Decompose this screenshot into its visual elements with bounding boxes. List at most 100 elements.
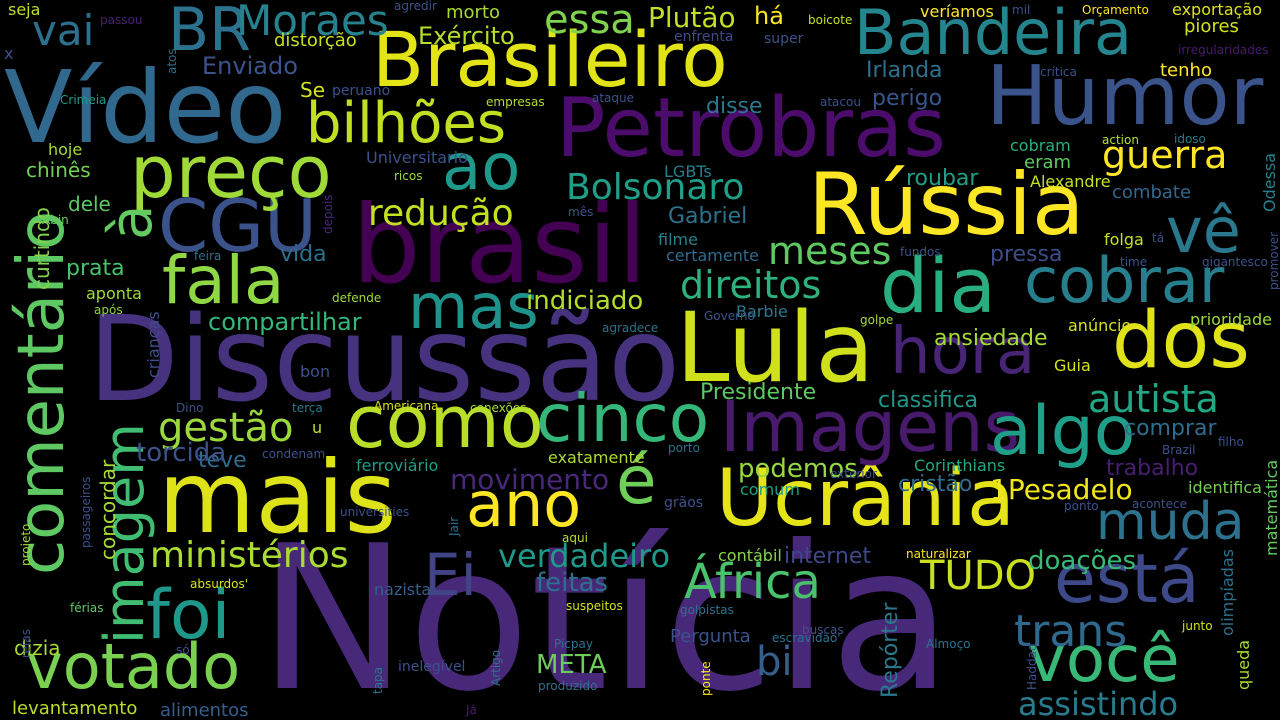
word-ferias: férias [70,601,104,615]
word-ve: vê [1166,194,1241,267]
word-atos: atos [165,48,179,74]
word-hoje: hoje [48,140,83,159]
word-hora: hora [890,315,1036,389]
word-piores: piores [1184,16,1239,37]
word-reias: reias [19,629,33,658]
word-haddad: Haddad [1025,643,1039,690]
word-comprar: comprar [1124,416,1217,441]
word-autista: autista [1088,377,1219,421]
word-matematica: matemática [1262,459,1280,556]
word-suspeitos: suspeitos [566,599,623,613]
word-golpe: golpe [860,313,894,327]
word-defende: defende [332,291,382,305]
word-junto: junto [1182,619,1213,633]
word-orcamento: Orçamento [1082,3,1149,17]
word-distorcao: distorção [274,30,357,51]
word-identifica: identifica [1188,478,1262,497]
word-trabalho: trabalho [1106,456,1199,481]
word-folga: folga [1104,230,1144,249]
word-feira: feira [194,249,222,263]
word-ano: ano [466,468,582,541]
word-plutao: Plutão [648,1,736,34]
word-muda: muda [1096,492,1245,552]
word-tenho: tenho [1160,60,1212,81]
word-criancas: crianças [144,311,163,378]
word-ataque: ataque [592,91,635,105]
word-africa: África [684,554,821,610]
word-produzido: produzido [538,679,598,693]
word-como: como [346,380,544,464]
word-ministerios: ministérios [150,535,349,576]
word-acontece: acontece [1132,497,1187,511]
word-voce: você [1028,623,1180,697]
word-preco: preço [130,130,332,214]
word-mais: mais [158,439,397,556]
word-u: u [312,418,323,437]
word-vida: vida [280,242,327,267]
word-dino: Dino [176,401,204,415]
word-brasil: brasil [352,183,648,308]
word-filho: filho [1218,435,1244,449]
word-passou: passou [100,13,143,27]
word-governo: Governo [704,309,755,323]
word-bolsonaro: Bolsonaro [566,167,745,208]
word-compartilhar: compartilhar [208,308,362,336]
word-ao: ao [442,131,521,205]
word-essa: essa [544,0,635,43]
word-feitas: feitas [536,568,609,598]
word-mas: mas [408,270,539,343]
word-lula: Lula [676,292,875,404]
word-guerra: guerra [1102,133,1228,177]
word-cinco: cinco [536,380,710,457]
word-torcida: torcida [136,438,227,468]
word-agradece: agradece [602,321,659,335]
word-ucrania: Ucrânia [716,454,1015,544]
word-filme: filme [658,230,698,249]
word-internet: internet [784,544,871,569]
word-algo: algo [990,392,1136,471]
word-combate: combate [1112,182,1192,203]
word-golpistas: golpistas [680,603,734,617]
word-jair: Jair [447,516,461,536]
word-almoco: Almoço [926,637,971,651]
word-ponto: ponto [1064,499,1099,513]
word-x: x [4,44,14,63]
word-cobrar: cobrar [1024,244,1225,317]
word-vai: vai [32,6,95,55]
word-morto: morto [446,2,501,23]
word-conexoes: conexões [470,401,527,415]
word-classifica: classifica [878,388,979,413]
word-abin: Abin [42,213,69,227]
word-promover: promover [1267,231,1280,290]
word-graos: grãos [664,495,704,511]
word-passageiros: passageiros [79,476,93,548]
word-boicote: boicote [808,13,853,27]
word-perigo: perigo [872,86,943,111]
word-inelegivel: inelegível [398,659,466,675]
word-enviado: Enviado [202,52,298,80]
word-atacou: atacou [820,95,861,109]
word-foi: foi [146,576,231,655]
word-apos: após [94,303,123,317]
word-tapa: tapa [371,666,385,694]
word-nazista: nazista [374,580,432,599]
word-super: super [764,31,804,47]
word-depois: depois [321,194,335,234]
word-aponta: aponta [86,284,142,303]
word-mil: mil [1012,3,1031,17]
word-mes: mês [568,205,594,219]
word-americana: Americana [374,399,439,413]
word-eram: eram [1024,152,1072,173]
word-doacoes: doações [1028,546,1137,576]
word-porto: porto [668,441,700,455]
word-assistindo: assistindo [1018,685,1179,720]
word-critica: crítica [1040,65,1077,79]
word-seja: seja [8,0,41,19]
word-1pesadelo: 1Pesadelo [990,473,1133,506]
word-so: só [176,643,190,657]
word-roubar: roubar [906,166,979,191]
word-imagens: Imagens [720,386,1021,468]
word-tudo: TUDO [920,553,1036,599]
word-se: Se [300,78,325,102]
